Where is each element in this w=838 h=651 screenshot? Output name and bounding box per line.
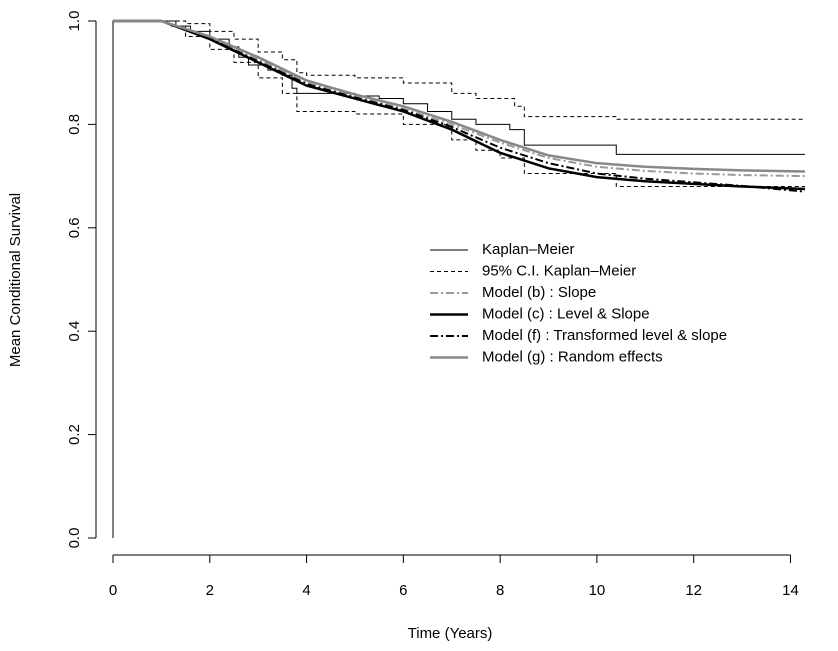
y-tick-label: 0.4: [66, 321, 83, 342]
y-tick-label: 0.8: [66, 114, 83, 135]
legend-label: Model (f) : Transformed level & slope: [482, 327, 727, 344]
y-axis-label: Mean Conditional Survival: [7, 193, 24, 367]
series-line: [113, 19, 806, 173]
x-tick-label: 12: [685, 582, 702, 599]
legend-label: Model (c) : Level & Slope: [482, 305, 650, 322]
legend-label: 95% C.I. Kaplan–Meier: [482, 262, 636, 279]
series-line: [113, 20, 806, 178]
legend-label: Model (b) : Slope: [482, 284, 596, 301]
legend-label: Kaplan–Meier: [482, 241, 575, 258]
y-tick-label: 0.6: [66, 217, 83, 238]
x-tick-label: 0: [109, 582, 117, 599]
x-tick-label: 10: [589, 582, 606, 599]
series-line: [175, 20, 805, 120]
x-tick-label: 8: [496, 582, 504, 599]
series-line: [171, 25, 805, 187]
series-line: [113, 19, 806, 191]
y-tick-label: 0.0: [66, 528, 83, 549]
series-line: [113, 20, 806, 193]
y-tick-label: 1.0: [66, 11, 83, 32]
x-axis-label: Time (Years): [408, 625, 493, 642]
x-tick-label: 4: [302, 582, 310, 599]
x-tick-label: 6: [399, 582, 407, 599]
y-tick-label: 0.2: [66, 424, 83, 445]
series-line: [112, 20, 805, 538]
legend-label: Model (g) : Random effects: [482, 348, 663, 365]
x-tick-label: 14: [782, 582, 799, 599]
x-tick-label: 2: [206, 582, 214, 599]
